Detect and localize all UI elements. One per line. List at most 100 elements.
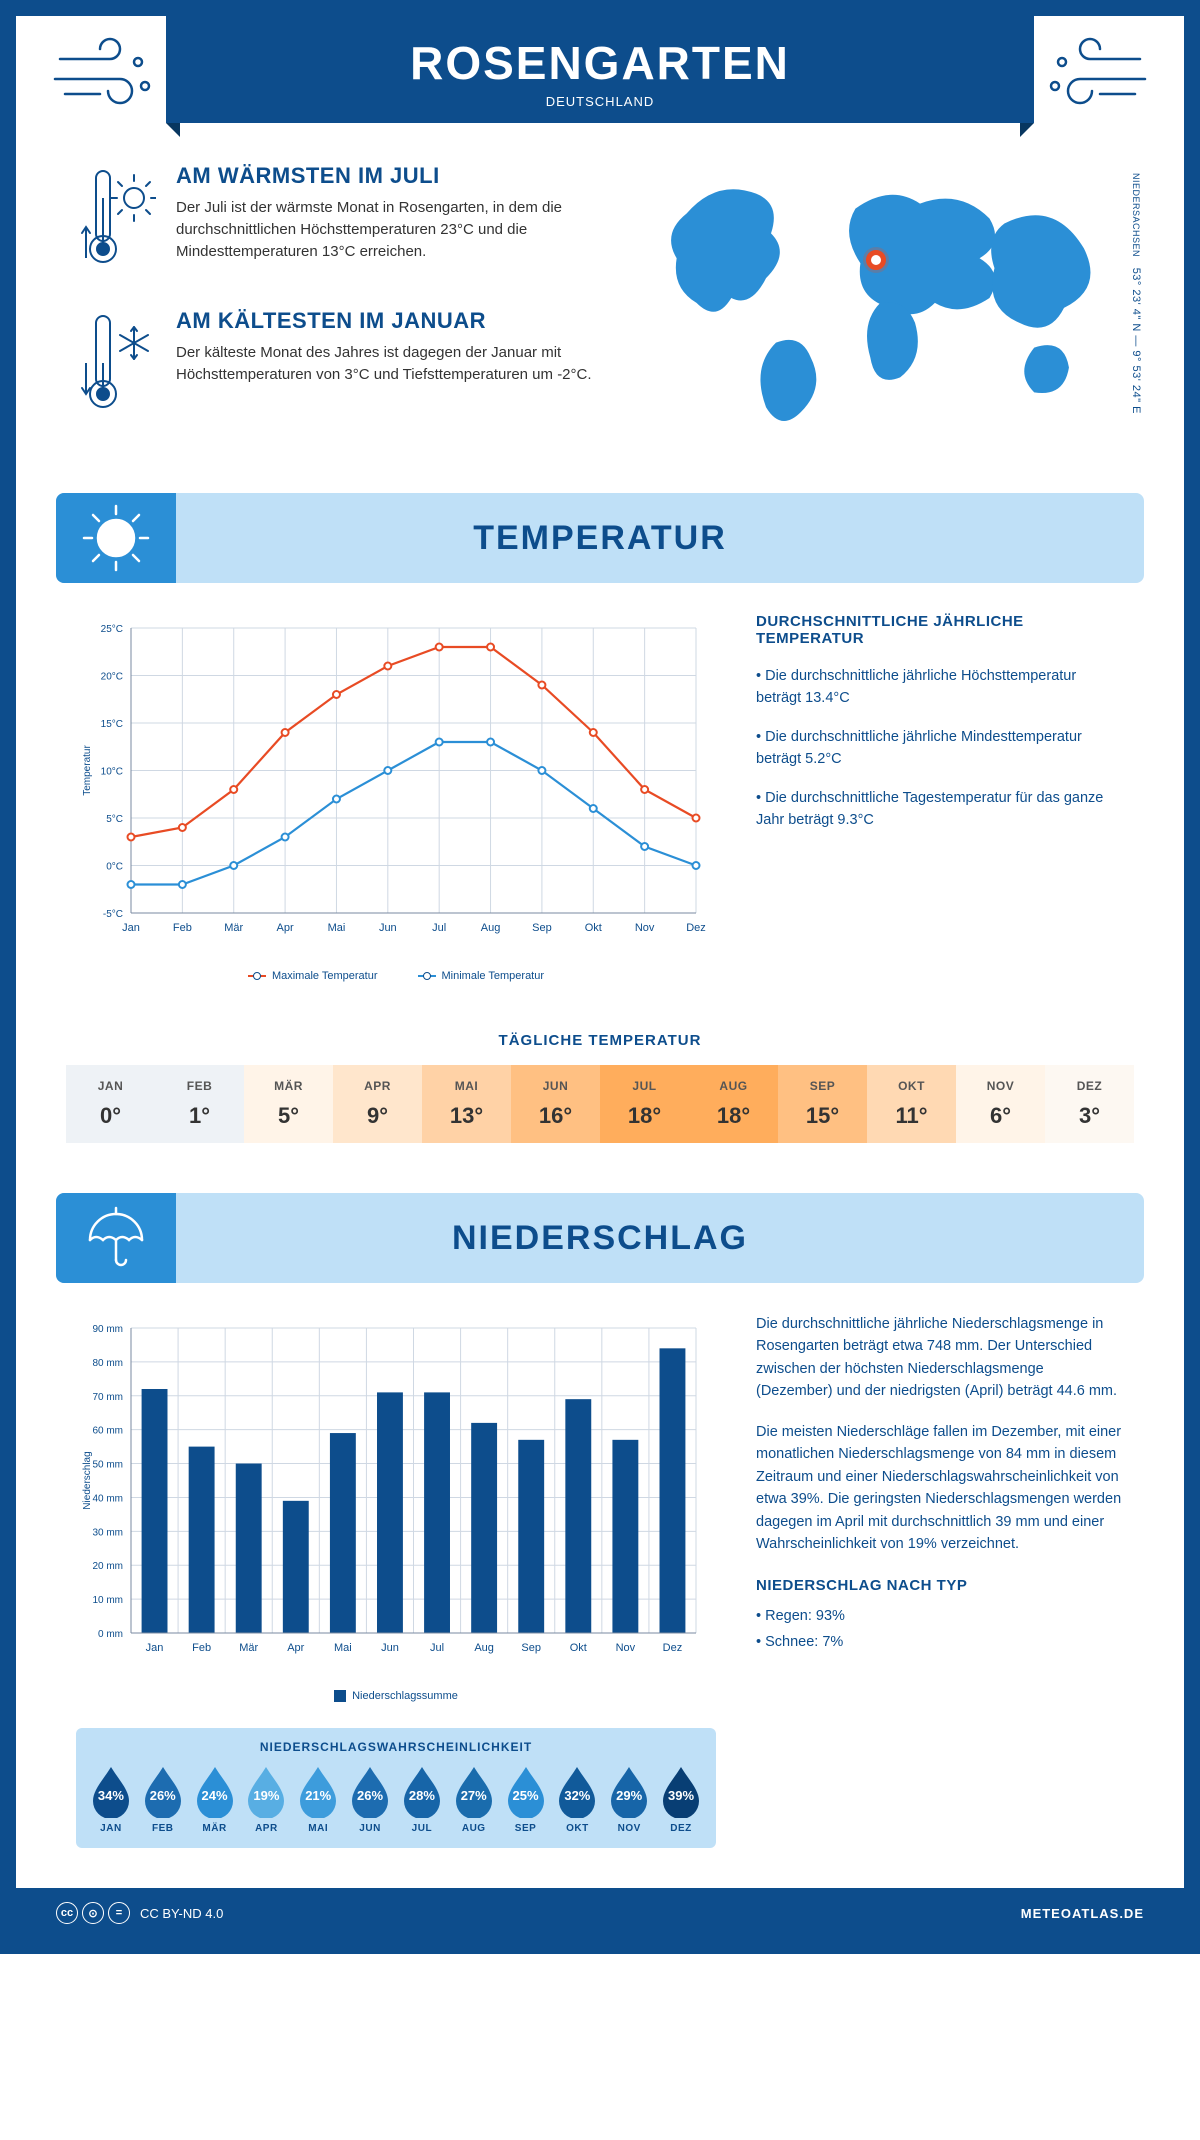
probability-drop: 25%SEP [501, 1764, 551, 1834]
svg-text:Feb: Feb [173, 922, 192, 934]
fact-coldest: AM KÄLTESTEN IM JANUAR Der kälteste Mona… [76, 308, 597, 423]
svg-text:Jan: Jan [146, 1642, 164, 1654]
probability-drop: 32%OKT [552, 1764, 602, 1834]
svg-text:-5°C: -5°C [103, 909, 123, 920]
svg-text:Aug: Aug [474, 1642, 494, 1654]
svg-text:40 mm: 40 mm [92, 1493, 123, 1504]
daily-temp-cell: FEB1° [155, 1065, 244, 1143]
thermometer-cold-icon [76, 308, 156, 418]
temp-text-title: DURCHSCHNITTLICHE JÄHRLICHE TEMPERATUR [756, 613, 1124, 647]
wind-icon [50, 34, 160, 114]
daily-temp-cell: JUL18° [600, 1065, 689, 1143]
cc-icons: cc⊙= [56, 1902, 130, 1924]
daily-temp-cell: NOV6° [956, 1065, 1045, 1143]
precip-type-2: • Schnee: 7% [756, 1631, 1124, 1653]
fact-warm-text: Der Juli ist der wärmste Monat in Roseng… [176, 197, 597, 262]
svg-text:Nov: Nov [635, 922, 655, 934]
city-title: ROSENGARTEN [166, 36, 1034, 90]
section-header-temperature: TEMPERATUR [56, 493, 1144, 583]
temp-bullet-3: • Die durchschnittliche Tagestemperatur … [756, 787, 1124, 832]
fact-cold-title: AM KÄLTESTEN IM JANUAR [176, 308, 597, 334]
fact-warmest: AM WÄRMSTEN IM JULI Der Juli ist der wär… [76, 163, 597, 278]
fact-warm-title: AM WÄRMSTEN IM JULI [176, 163, 597, 189]
probability-drop: 39%DEZ [656, 1764, 706, 1834]
svg-text:Niederschlag: Niederschlag [82, 1451, 93, 1509]
umbrella-icon [80, 1202, 152, 1274]
svg-text:60 mm: 60 mm [92, 1426, 123, 1437]
daily-temp-cell: JAN0° [66, 1065, 155, 1143]
daily-temp-cell: OKT11° [867, 1065, 956, 1143]
sun-icon [76, 498, 156, 578]
svg-text:Feb: Feb [192, 1642, 211, 1654]
license-label: CC BY-ND 4.0 [140, 1906, 223, 1921]
probability-drop: 26%FEB [138, 1764, 188, 1834]
prob-title: NIEDERSCHLAGSWAHRSCHEINLICHKEIT [86, 1740, 706, 1754]
legend-min: Minimale Temperatur [442, 970, 545, 982]
daily-temp-title: TÄGLICHE TEMPERATUR [16, 1032, 1184, 1049]
country-subtitle: DEUTSCHLAND [166, 94, 1034, 109]
svg-text:Mär: Mär [239, 1642, 258, 1654]
svg-text:Okt: Okt [570, 1642, 587, 1654]
header-banner: ROSENGARTEN DEUTSCHLAND [166, 16, 1034, 123]
svg-text:Mai: Mai [334, 1642, 352, 1654]
footer: cc⊙= CC BY-ND 4.0 METEOATLAS.DE [16, 1888, 1184, 1938]
svg-text:Sep: Sep [521, 1642, 541, 1654]
temperature-line-chart: -5°C0°C5°C10°C15°C20°C25°CJanFebMärAprMa… [76, 613, 716, 953]
coordinates: NIEDERSACHSEN 53° 23' 4" N — 9° 53' 24" … [1130, 173, 1142, 414]
svg-text:Dez: Dez [663, 1642, 683, 1654]
lon-label: 9° 53' 24" E [1130, 350, 1142, 414]
svg-text:10°C: 10°C [101, 767, 123, 778]
temperature-title: TEMPERATUR [473, 519, 727, 558]
svg-text:Apr: Apr [277, 922, 294, 934]
lat-label: 53° 23' 4" N [1130, 268, 1142, 332]
daily-temp-cell: MÄR5° [244, 1065, 333, 1143]
precip-type-1: • Regen: 93% [756, 1605, 1124, 1627]
svg-text:Jan: Jan [122, 922, 140, 934]
svg-text:80 mm: 80 mm [92, 1358, 123, 1369]
temp-bullet-2: • Die durchschnittliche jährliche Mindes… [756, 726, 1124, 771]
svg-text:70 mm: 70 mm [92, 1392, 123, 1403]
svg-text:0 mm: 0 mm [98, 1629, 123, 1640]
svg-text:20 mm: 20 mm [92, 1561, 123, 1572]
svg-text:Aug: Aug [481, 922, 501, 934]
svg-text:Mär: Mär [224, 922, 243, 934]
svg-text:90 mm: 90 mm [92, 1324, 123, 1335]
daily-temp-cell: JUN16° [511, 1065, 600, 1143]
daily-temp-cell: MAI13° [422, 1065, 511, 1143]
svg-text:Okt: Okt [585, 922, 602, 934]
svg-text:Temperatur: Temperatur [82, 745, 93, 796]
legend-precip: Niederschlagssumme [352, 1690, 458, 1702]
temp-bullet-1: • Die durchschnittliche jährliche Höchst… [756, 665, 1124, 710]
precipitation-title: NIEDERSCHLAG [452, 1219, 748, 1258]
svg-text:Jul: Jul [432, 922, 446, 934]
precip-type-title: NIEDERSCHLAG NACH TYP [756, 1574, 1124, 1597]
daily-temp-cell: DEZ3° [1045, 1065, 1134, 1143]
probability-drop: 29%NOV [604, 1764, 654, 1834]
svg-text:15°C: 15°C [101, 719, 123, 730]
thermometer-hot-icon [76, 163, 156, 273]
probability-drop: 21%MAI [293, 1764, 343, 1834]
svg-text:Apr: Apr [287, 1642, 304, 1654]
wind-icon [1040, 34, 1150, 114]
daily-temp-cell: SEP15° [778, 1065, 867, 1143]
svg-text:10 mm: 10 mm [92, 1595, 123, 1606]
svg-text:Mai: Mai [328, 922, 346, 934]
fact-cold-text: Der kälteste Monat des Jahres ist dagege… [176, 342, 597, 386]
precip-text-2: Die meisten Niederschläge fallen im Deze… [756, 1421, 1124, 1556]
svg-text:50 mm: 50 mm [92, 1460, 123, 1471]
precipitation-bar-chart: 0 mm10 mm20 mm30 mm40 mm50 mm60 mm70 mm8… [76, 1313, 716, 1673]
svg-text:Jul: Jul [430, 1642, 444, 1654]
probability-drop: 26%JUN [345, 1764, 395, 1834]
probability-drop: 27%AUG [449, 1764, 499, 1834]
section-header-precipitation: NIEDERSCHLAG [56, 1193, 1144, 1283]
temp-chart-legend: Maximale Temperatur Minimale Temperatur [76, 970, 716, 982]
probability-drop: 24%MÄR [190, 1764, 240, 1834]
precipitation-probability-box: NIEDERSCHLAGSWAHRSCHEINLICHKEIT 34%JAN26… [76, 1728, 716, 1848]
site-label: METEOATLAS.DE [1021, 1906, 1144, 1921]
svg-text:25°C: 25°C [101, 624, 123, 635]
location-marker-icon [866, 250, 886, 270]
probability-drop: 28%JUL [397, 1764, 447, 1834]
region-label: NIEDERSACHSEN [1131, 173, 1141, 257]
svg-text:Dez: Dez [686, 922, 706, 934]
probability-drop: 19%APR [241, 1764, 291, 1834]
